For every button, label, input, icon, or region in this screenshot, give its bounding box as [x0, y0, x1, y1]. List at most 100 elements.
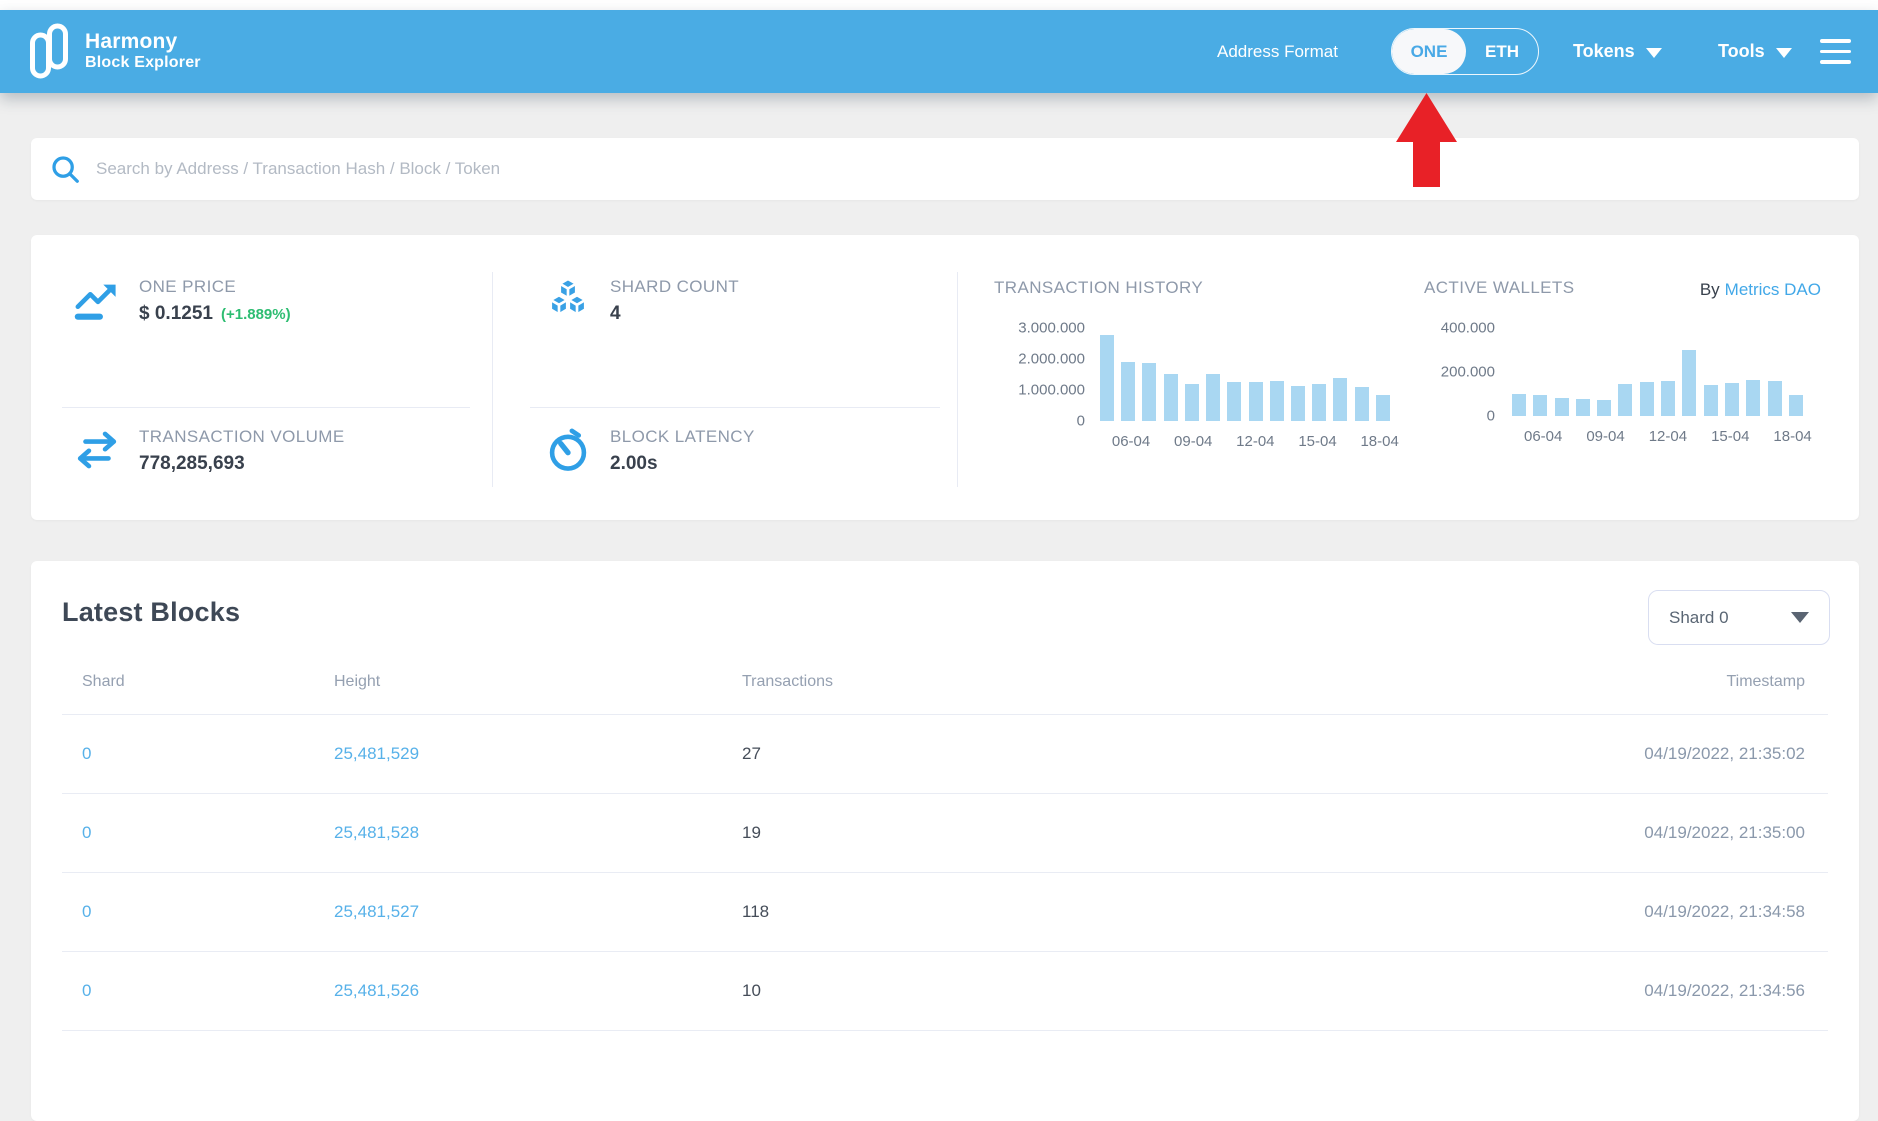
x-axis-label: 12-04	[1236, 433, 1275, 450]
attribution: By Metrics DAO	[1700, 280, 1821, 300]
x-axis: 06-04 09-04 12-04 15-04 18-04	[1512, 428, 1812, 446]
y-axis-label: 400.000	[1440, 319, 1495, 337]
shard-count-stat: SHARD COUNT 4	[545, 277, 739, 325]
shard-count-value: 4	[610, 303, 621, 324]
address-format-toggle: ONE ETH	[1391, 28, 1539, 75]
toggle-one-button[interactable]: ONE	[1392, 29, 1466, 74]
chart-bar	[1333, 378, 1348, 421]
transactions-count: 27	[742, 744, 761, 763]
search-input[interactable]	[96, 138, 1859, 200]
one-price-label: ONE PRICE	[139, 277, 237, 296]
tools-menu[interactable]: Tools	[1718, 41, 1792, 62]
block-height-link[interactable]: 25,481,529	[334, 744, 420, 763]
chart-bar	[1554, 398, 1569, 416]
transaction-volume-value: 778,285,693	[139, 453, 245, 474]
search-icon	[52, 156, 79, 183]
one-price-stat: ONE PRICE $ 0.1251 (+1.889%)	[74, 277, 291, 325]
hamburger-menu-icon[interactable]	[1820, 39, 1851, 64]
chart-bar	[1269, 381, 1284, 421]
x-axis-label: 18-04	[1773, 428, 1812, 445]
shard-link[interactable]: 0	[82, 902, 92, 921]
shard-filter-dropdown[interactable]: Shard 0	[1648, 590, 1830, 645]
divider	[957, 272, 958, 487]
stopwatch-icon	[549, 428, 587, 471]
chart-bar	[1618, 384, 1633, 416]
chart-bar	[1142, 363, 1157, 421]
chart-bar	[1703, 385, 1718, 416]
shard-count-label: SHARD COUNT	[610, 277, 740, 296]
block-latency-value: 2.00s	[610, 453, 658, 474]
block-height-link[interactable]: 25,481,527	[334, 902, 420, 921]
blocks-table-body: 0 25,481,529 27 04/19/2022, 21:35:02 0 25,481…	[62, 715, 1828, 1031]
block-height-link[interactable]: 25,481,526	[334, 981, 420, 1000]
y-axis-label: 0	[1076, 412, 1085, 430]
column-header-height: Height	[334, 673, 381, 690]
price-trend-icon	[74, 284, 116, 320]
brand-subtitle: Block Explorer	[85, 53, 201, 71]
transactions-count: 10	[742, 981, 761, 1000]
y-axis: 3.000.000 2.000.000 1.000.000 0	[994, 320, 1085, 430]
chart-bar	[1121, 362, 1136, 421]
transaction-volume-stat: TRANSACTION VOLUME 778,285,693	[74, 427, 345, 475]
chevron-down-icon	[1775, 47, 1792, 58]
y-axis-label: 200.000	[1440, 363, 1495, 381]
block-row: 0 25,481,527 118 04/19/2022, 21:34:58	[62, 873, 1828, 952]
attribution-prefix: By	[1699, 280, 1720, 299]
latest-blocks-title: Latest Blocks	[62, 597, 241, 627]
chart-bar	[1639, 382, 1654, 416]
x-axis-label: 15-04	[1711, 428, 1750, 445]
block-row: 0 25,481,529 27 04/19/2022, 21:35:02	[62, 715, 1828, 794]
chart-bar	[1788, 395, 1803, 416]
network-stats-card: ONE PRICE $ 0.1251 (+1.889%) SHARD COUNT…	[31, 235, 1859, 520]
divider	[62, 407, 470, 408]
top-strip	[0, 0, 1878, 10]
y-axis-label: 3.000.000	[1018, 319, 1085, 337]
tokens-label: Tokens	[1573, 41, 1635, 61]
x-axis-label: 15-04	[1298, 433, 1337, 450]
one-price-value: $ 0.1251	[139, 303, 213, 324]
cubes-icon	[549, 277, 587, 316]
x-axis-label: 09-04	[1586, 428, 1625, 445]
chart-bar	[1746, 380, 1761, 416]
transfer-arrows-icon	[77, 431, 117, 469]
app-header: Harmony Block Explorer Address Format ON…	[0, 10, 1878, 93]
blocks-table: Shard Height Transactions Timestamp 0 25,…	[62, 650, 1828, 1031]
x-axis-label: 12-04	[1648, 428, 1688, 445]
chart-bar	[1597, 400, 1612, 416]
chart-bar	[1248, 382, 1263, 421]
y-axis-label: 1.000.000	[1018, 381, 1085, 399]
bar-series	[1512, 328, 1803, 416]
brand-logo[interactable]: Harmony Block Explorer	[29, 23, 201, 79]
tokens-menu[interactable]: Tokens	[1573, 41, 1662, 62]
shard-link[interactable]: 0	[82, 744, 92, 763]
chart-bar	[1206, 374, 1221, 421]
chart-bar	[1354, 387, 1369, 421]
one-price-change: (+1.889%)	[220, 306, 291, 323]
chart-bar	[1290, 386, 1305, 421]
block-timestamp: 04/19/2022, 21:35:02	[1644, 744, 1805, 763]
chart-bar	[1163, 374, 1178, 421]
transactions-count: 118	[742, 902, 770, 921]
shard-link[interactable]: 0	[82, 823, 92, 842]
latest-blocks-card: Latest Blocks Shard 0 Shard Height Trans…	[31, 561, 1859, 1121]
column-header-transactions: Transactions	[742, 673, 833, 690]
chart-bar	[1682, 350, 1697, 416]
chart-title: TRANSACTION HISTORY	[994, 278, 1204, 297]
brand-name: Harmony	[85, 29, 178, 53]
shard-link[interactable]: 0	[82, 981, 92, 1000]
chart-bar	[1575, 399, 1590, 416]
chevron-down-icon	[1791, 612, 1809, 623]
address-format-label: Address Format	[1217, 42, 1338, 61]
toggle-eth-button[interactable]: ETH	[1485, 41, 1519, 61]
x-axis-label: 18-04	[1360, 433, 1399, 450]
block-timestamp: 04/19/2022, 21:35:00	[1644, 823, 1805, 842]
chevron-down-icon	[1645, 47, 1662, 58]
block-height-link[interactable]: 25,481,528	[334, 823, 420, 842]
metrics-dao-link[interactable]: Metrics DAO	[1724, 280, 1821, 299]
chart-bar	[1533, 395, 1548, 416]
active-wallets-chart: ACTIVE WALLETS 400.000 200.000 0 06-04 09-0…	[1424, 278, 1812, 446]
block-row: 0 25,481,526 10 04/19/2022, 21:34:56	[62, 952, 1828, 1031]
harmony-logo-icon	[30, 23, 68, 79]
shard-filter-value: Shard 0	[1669, 607, 1729, 627]
bar-series	[1100, 328, 1390, 421]
